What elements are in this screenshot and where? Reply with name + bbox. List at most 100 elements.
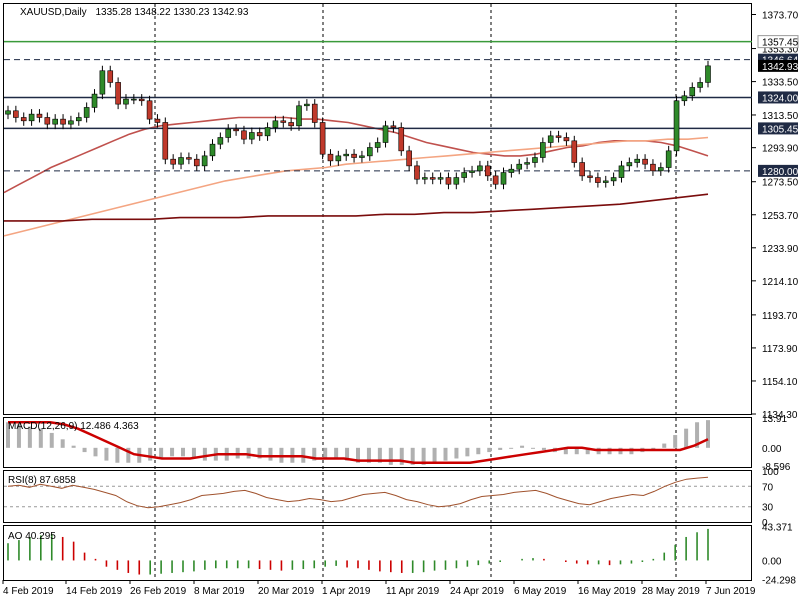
level-label-box xyxy=(758,164,798,177)
candle-body xyxy=(351,153,357,158)
date-label: 1 Apr 2019 xyxy=(322,586,371,597)
candle-body xyxy=(429,177,436,180)
macd-bar xyxy=(345,447,350,461)
date-label: 7 Jun 2019 xyxy=(706,586,756,597)
candle-body xyxy=(540,142,546,158)
ohlc-label: 1335.28 1348.22 1330.23 1342.93 xyxy=(95,7,248,18)
rsi-tick-label: 100 xyxy=(762,467,779,478)
candle-body xyxy=(233,128,239,132)
macd-bar xyxy=(104,447,109,461)
macd-bar xyxy=(563,447,568,455)
rsi-label: RSI(8) 87.6858 xyxy=(8,475,76,486)
candle-body xyxy=(697,82,703,88)
level-label: 1280.00 xyxy=(762,167,799,178)
macd-bar xyxy=(181,447,185,457)
candle-body xyxy=(359,155,365,158)
rsi-line xyxy=(7,476,709,509)
current-price-label: 1342.93 xyxy=(762,62,799,73)
candle-body xyxy=(131,98,137,101)
candle-body xyxy=(107,70,114,83)
macd-bar xyxy=(170,447,175,457)
macd-bar xyxy=(148,447,153,461)
date-axis: 4 Feb 2019 14 Feb 2019 26 Feb 2019 8 Mar 20… xyxy=(2,580,756,597)
macd-bar xyxy=(246,447,251,459)
level-label-box xyxy=(758,91,798,104)
candle-body xyxy=(406,150,412,167)
date-label: 14 Feb 2019 xyxy=(66,586,123,597)
macd-bar xyxy=(465,447,470,457)
candle-body xyxy=(288,122,294,127)
candle-body xyxy=(20,117,27,122)
candle-body xyxy=(154,118,161,123)
macd-bar xyxy=(377,447,382,463)
chart-title: XAUUSD,Daily 1335.28 1348.22 1330.23 134… xyxy=(20,7,249,18)
macd-bar xyxy=(520,445,525,448)
candle-body xyxy=(555,135,562,138)
candle-body xyxy=(508,168,515,173)
candle-body xyxy=(225,128,232,138)
candle-body xyxy=(398,127,405,152)
price-tick-label: 1214.10 xyxy=(762,277,799,288)
macd-bar xyxy=(312,447,317,461)
candle-body xyxy=(60,118,66,125)
macd-bar xyxy=(410,447,415,465)
price-tick-label: 1373.70 xyxy=(762,11,799,22)
candle-body xyxy=(618,165,625,178)
price-tick-label: 1293.90 xyxy=(762,144,799,155)
macd-tick-label: 13.91 xyxy=(762,414,787,425)
macd-bar xyxy=(388,447,393,465)
candle-body xyxy=(311,103,318,123)
price-tick-label: 1233.90 xyxy=(762,244,799,255)
candle-body xyxy=(366,147,373,157)
ao-tick-label: 0.00 xyxy=(762,556,782,567)
candle-body xyxy=(422,177,428,180)
macd-pane-frame xyxy=(3,417,752,468)
candle-body xyxy=(44,117,51,125)
date-label: 24 Apr 2019 xyxy=(450,586,504,597)
macd-tick-label: -8.596 xyxy=(762,462,791,473)
price-tick-label: 1134.30 xyxy=(762,410,798,421)
candle-body xyxy=(343,153,350,157)
macd-bar xyxy=(531,447,535,449)
candle-body xyxy=(123,98,129,105)
candle-body xyxy=(681,95,688,102)
macd-series: 13.91 0.00 -8.596 xyxy=(6,414,791,473)
macd-bar xyxy=(159,447,164,459)
candle-body xyxy=(264,127,271,137)
rsi-series: 100 70 30 0 xyxy=(4,467,779,529)
main-pane-frame xyxy=(3,3,752,415)
candle-body xyxy=(146,100,153,120)
rsi-tick-label: 0 xyxy=(762,518,768,529)
candle-body xyxy=(304,103,310,107)
date-label: 11 Apr 2019 xyxy=(386,586,440,597)
macd-bar xyxy=(443,447,448,461)
macd-label: MACD(12,26,9) 12.486 4.363 xyxy=(8,421,139,432)
macd-bar xyxy=(574,447,579,455)
candle-body xyxy=(602,180,609,183)
candle-body xyxy=(445,177,452,185)
candle-body xyxy=(99,70,106,95)
candle-body xyxy=(13,110,19,118)
macd-bar xyxy=(191,447,196,459)
candle-body xyxy=(634,158,641,163)
candle-body xyxy=(532,157,538,163)
candle-body xyxy=(500,172,507,185)
candle-body xyxy=(209,143,216,157)
candle-body xyxy=(319,122,326,155)
candle-body xyxy=(256,132,263,137)
macd-bar xyxy=(454,447,459,459)
rsi-pane-frame xyxy=(3,470,752,523)
price-tick-label: 1313.50 xyxy=(762,111,799,122)
macd-bar xyxy=(366,447,371,463)
macd-bar xyxy=(476,447,481,455)
macd-bar xyxy=(695,422,700,448)
candle-body xyxy=(217,137,224,145)
candle-body xyxy=(673,100,680,152)
candle-body xyxy=(547,135,554,143)
price-tick-label: 1193.70 xyxy=(762,311,798,322)
ao-series: 43.371 0.00 -24.298 xyxy=(7,522,796,586)
macd-bar xyxy=(498,447,503,450)
price-tick-label: 1353.30 xyxy=(762,45,799,56)
